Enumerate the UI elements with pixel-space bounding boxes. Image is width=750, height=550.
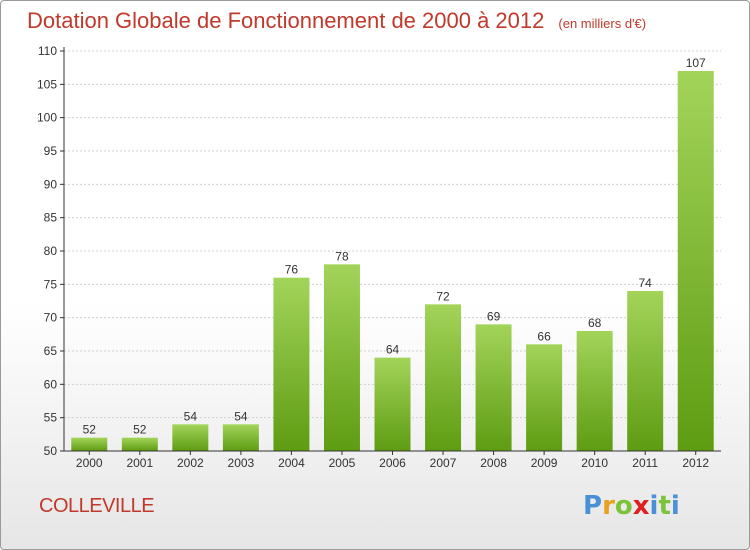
chart-title-block: Dotation Globale de Fonctionnement de 20… <box>27 8 646 34</box>
data-label-2007: 72 <box>436 289 450 303</box>
data-label-2000: 52 <box>83 423 97 437</box>
proxiti-logo: Proxiti <box>583 491 680 521</box>
x-tick-label-2006: 2006 <box>379 456 406 470</box>
bar-2006 <box>374 357 411 451</box>
y-tick-label: 105 <box>37 77 57 91</box>
logo-letter: o <box>614 491 633 521</box>
bar-2005 <box>323 264 360 451</box>
x-tick-label-2011: 2011 <box>632 456 658 470</box>
data-label-2008: 69 <box>487 309 501 323</box>
x-tick-label-2007: 2007 <box>430 456 457 470</box>
bar-2012 <box>677 71 714 451</box>
x-tick-label-2010: 2010 <box>581 456 608 470</box>
x-tick-label-2012: 2012 <box>682 456 709 470</box>
data-label-2004: 76 <box>285 263 299 277</box>
data-label-2011: 74 <box>639 276 653 290</box>
data-label-2006: 64 <box>386 343 400 357</box>
logo-letter: r <box>602 491 615 521</box>
data-label-2009: 66 <box>537 329 551 343</box>
commune-name: COLLEVILLE <box>39 495 155 517</box>
bar-2009 <box>526 344 563 451</box>
y-tick-label: 65 <box>44 344 58 358</box>
data-labels: 52 52 54 54 76 78 64 72 69 66 68 74 107 <box>83 56 706 437</box>
chart-title: Dotation Globale de Fonctionnement de 20… <box>27 8 545 33</box>
y-tick-label: 60 <box>44 377 58 391</box>
logo-letter: i <box>670 491 680 521</box>
bar-2003 <box>222 424 259 451</box>
logo-letter: t <box>658 491 671 521</box>
y-tick-label: 95 <box>44 144 58 158</box>
y-tick-label: 80 <box>44 244 58 258</box>
bar-2001 <box>121 437 158 451</box>
bar-2004 <box>273 277 310 451</box>
logo-letter: x <box>632 491 650 521</box>
chart-unit-label: (en milliers d'€) <box>558 16 647 31</box>
bar-2008 <box>475 324 512 451</box>
data-label-2002: 54 <box>184 409 198 423</box>
data-label-2010: 68 <box>588 316 602 330</box>
y-tick-label: 90 <box>44 177 58 191</box>
bars <box>71 71 714 451</box>
bar-2000 <box>71 437 108 451</box>
x-tick-label-2000: 2000 <box>76 456 103 470</box>
x-tick-label-2001: 2001 <box>126 456 153 470</box>
bar-2011 <box>627 291 664 451</box>
y-tick-label: 100 <box>37 111 57 125</box>
x-tick-label-2005: 2005 <box>329 456 356 470</box>
data-label-2012: 107 <box>686 56 706 70</box>
axes: 50 55 60 65 70 75 80 85 90 95 100 105 110 2000 2001 200… <box>37 44 721 470</box>
x-tick-label-2009: 2009 <box>531 456 558 470</box>
bar-2007 <box>425 304 462 451</box>
x-tick-label-2003: 2003 <box>228 456 255 470</box>
y-tick-label: 110 <box>38 44 57 58</box>
logo-letter: i <box>649 491 659 521</box>
y-tick-label: 50 <box>44 444 58 458</box>
logo-letter: P <box>583 491 603 521</box>
y-tick-label: 70 <box>44 311 58 325</box>
bar-2010 <box>576 331 613 451</box>
y-tick-label: 75 <box>44 277 58 291</box>
y-tick-label: 55 <box>44 411 58 425</box>
data-label-2001: 52 <box>133 423 147 437</box>
x-tick-label-2002: 2002 <box>177 456 204 470</box>
x-tick-label-2004: 2004 <box>278 456 305 470</box>
data-label-2005: 78 <box>335 249 349 263</box>
bar-2002 <box>172 424 209 451</box>
x-tick-label-2008: 2008 <box>480 456 507 470</box>
data-label-2003: 54 <box>234 409 248 423</box>
y-tick-label: 85 <box>44 211 58 225</box>
